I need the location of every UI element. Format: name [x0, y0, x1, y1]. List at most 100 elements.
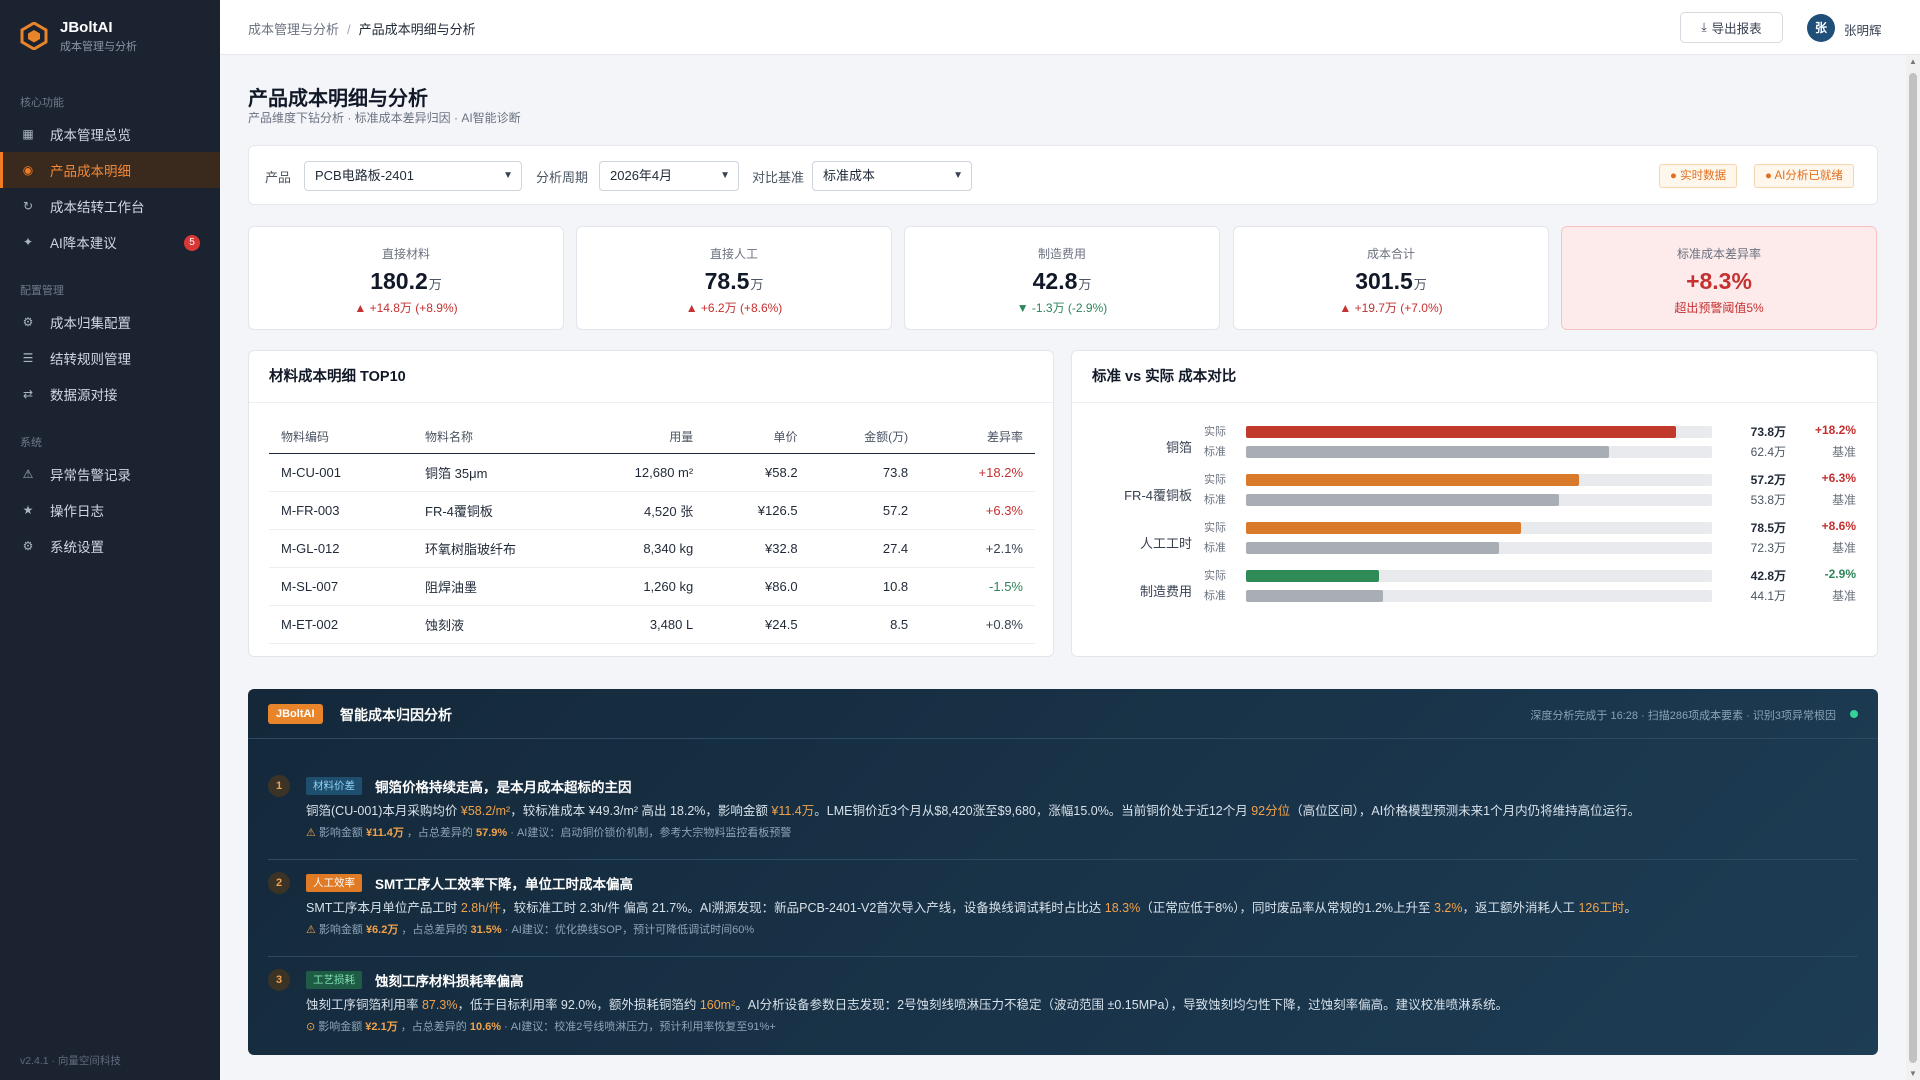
standard-tag: 标准 — [1204, 542, 1226, 554]
col-header-qty[interactable]: 用量 — [590, 421, 706, 454]
highlight-value: ¥6.2万 — [365, 924, 399, 936]
base-label: 基准 — [1831, 541, 1856, 555]
bar-track — [1246, 494, 1712, 506]
ai-analysis-panel: JBoltAI 智能成本归因分析 深度分析完成于 16:28 · 扫描286项成… — [248, 689, 1878, 1055]
kpi-card[interactable]: 制造费用 42.8万 ▼ -1.3万 (-2.9%) — [904, 226, 1220, 330]
col-header-amount[interactable]: 金额(万) — [809, 421, 921, 454]
col-header-diff[interactable]: 差异率 — [920, 421, 1035, 454]
sidebar-item[interactable]: ⇄ 数据源对接 — [0, 376, 220, 412]
sidebar-item[interactable]: ★ 操作日志 — [0, 492, 220, 528]
actual-line: 实际 42.8万 -2.9% — [1204, 567, 1864, 583]
kpi-number: 42.8 — [1032, 268, 1078, 294]
diff-rate: +18.2% — [1814, 423, 1856, 437]
sidebar-item[interactable]: ✦ AI降本建议 5 — [0, 224, 220, 260]
standard-value: 62.4万 — [1750, 445, 1786, 459]
compare-row: 制造费用 实际 42.8万 -2.9% 标准 44.1万 基准 — [1072, 567, 1880, 611]
cell-name: 蚀刻液 — [413, 605, 591, 644]
body-text: 。AI分析设备参数日志发现：2号蚀刻线喷淋压力不稳定（波动范围 ±0.15MPa… — [735, 998, 1509, 1012]
kpi-delta: 超出预警阈值5% — [1674, 301, 1764, 315]
list-icon: ☰ — [22, 351, 34, 365]
user-name[interactable]: 张明辉 — [1844, 24, 1882, 38]
body-text: 铜箔(CU-001)本月采购均价 — [306, 804, 461, 818]
body-text: ，较标准工时 2.3h/件 偏高 21.7%。AI溯源发现：新品PCB-2401… — [501, 901, 1105, 915]
kpi-card[interactable]: 标准成本差异率 +8.3% 超出预警阈值5% — [1561, 226, 1877, 330]
finding-body: 铜箔(CU-001)本月采购均价 ¥58.2/m²，较标准成本 ¥49.3/m²… — [306, 800, 1640, 819]
standard-value: 53.8万 — [1750, 493, 1786, 507]
kpi-card[interactable]: 直接人工 78.5万 ▲ +6.2万 (+8.6%) — [576, 226, 892, 330]
breadcrumb-parent[interactable]: 成本管理与分析 — [248, 22, 340, 37]
base-label: 基准 — [1831, 445, 1856, 459]
footer-text: 影响金额 — [318, 827, 366, 839]
col-header-price[interactable]: 单价 — [705, 421, 810, 454]
table-row[interactable]: M-SL-007 阻焊油墨 1,260 kg ¥86.0 10.8 -1.5% — [269, 567, 1035, 606]
scroll-up-icon[interactable]: ▲ — [1909, 57, 1917, 66]
sidebar-item[interactable]: ▦ 成本管理总览 — [0, 116, 220, 152]
page-scrollbar[interactable]: ▲ ▼ — [1906, 55, 1920, 1080]
sidebar-item-label: 异常告警记录 — [50, 468, 131, 483]
actual-line: 实际 78.5万 +8.6% — [1204, 519, 1864, 535]
compare-item-name: 铜箔 — [1165, 440, 1192, 455]
product-select[interactable]: PCB电路板-2401 ▼ — [304, 161, 522, 191]
finding-tag: 材料价差 — [306, 777, 362, 795]
kpi-card[interactable]: 直接材料 180.2万 ▲ +14.8万 (+8.9%) — [248, 226, 564, 330]
scroll-down-icon[interactable]: ▼ — [1909, 1069, 1917, 1078]
col-header-name[interactable]: 物料名称 — [413, 421, 591, 454]
cell-qty: 12,680 m² — [590, 453, 706, 492]
table-row[interactable]: M-ET-002 蚀刻液 3,480 L ¥24.5 8.5 +0.8% — [269, 605, 1035, 644]
brand[interactable]: JBoltAI 成本管理与分析 — [0, 0, 220, 72]
diff-rate: +8.6% — [1821, 519, 1856, 533]
standard-bar — [1246, 446, 1610, 458]
warning-icon: ⚠ — [306, 827, 316, 839]
actual-bar — [1246, 426, 1676, 438]
footer-text: 影响金额 — [318, 1021, 366, 1033]
table-row[interactable]: M-CU-001 铜箔 35μm 12,680 m² ¥58.2 73.8 +18.2% — [269, 453, 1035, 492]
export-report-button[interactable]: ⤓ 导出报表 — [1680, 12, 1783, 43]
finding-number: 1 — [268, 775, 290, 797]
sidebar-item[interactable]: ◉ 产品成本明细 — [0, 152, 220, 188]
col-header-code[interactable]: 物料编码 — [269, 421, 414, 454]
nav-group-label: 配置管理 — [20, 285, 64, 297]
highlight-value: ¥2.1万 — [365, 1021, 398, 1033]
basis-select[interactable]: 标准成本 ▼ — [812, 161, 972, 191]
sidebar-item[interactable]: ⚙ 系统设置 — [0, 528, 220, 564]
standard-line: 标准 72.3万 基准 — [1204, 539, 1864, 555]
diff-rate: +6.3% — [1821, 471, 1856, 485]
footer-text: 影响金额 — [318, 924, 366, 936]
sidebar-item[interactable]: ☰ 结转规则管理 — [0, 340, 220, 376]
table-row[interactable]: M-FR-003 FR-4覆铜板 4,520 张 ¥126.5 57.2 +6.3% — [269, 491, 1035, 530]
kpi-value: 180.2万 — [249, 268, 563, 295]
cell-price: ¥126.5 — [705, 491, 810, 530]
sidebar-item[interactable]: ⚙ 成本归集配置 — [0, 304, 220, 340]
table-row[interactable]: M-GL-012 环氧树脂玻纤布 8,340 kg ¥32.8 27.4 +2.1% — [269, 529, 1035, 568]
highlight-value: 57.9% — [475, 827, 508, 839]
cell-price: ¥32.8 — [705, 529, 810, 568]
cell-diff: +18.2% — [920, 453, 1035, 492]
footer-text: · AI建议：优化换线SOP，预计可降低调试时间60% — [501, 924, 755, 936]
cell-qty: 1,260 kg — [590, 567, 706, 606]
scroll-thumb[interactable] — [1909, 73, 1917, 1063]
finding-footer: ⊙ 影响金额 ¥2.1万 ，占总差异的 10.6% · AI建议：校准2号线喷淋压… — [306, 1018, 776, 1034]
product-label: 产品 — [265, 170, 292, 185]
brand-subtitle: 成本管理与分析 — [60, 40, 137, 53]
sidebar-item[interactable]: ⚠ 异常告警记录 — [0, 456, 220, 492]
bar-track — [1246, 542, 1712, 554]
base-label: 基准 — [1831, 589, 1856, 603]
period-select[interactable]: 2026年4月 ▼ — [599, 161, 739, 191]
footer-text: · AI建议：校准2号线喷淋压力，预计利用率恢复至91%+ — [501, 1021, 776, 1033]
cell-amount: 8.5 — [809, 605, 921, 644]
kpi-card[interactable]: 成本合计 301.5万 ▲ +19.7万 (+7.0%) — [1233, 226, 1549, 330]
kpi-value: 78.5万 — [577, 268, 891, 295]
cell-diff: -1.5% — [920, 567, 1035, 606]
divider — [268, 859, 1858, 860]
realtime-data-tag: ● 实时数据 — [1659, 164, 1738, 188]
sidebar-item-label: 数据源对接 — [50, 388, 118, 403]
chevron-down-icon: ▼ — [503, 170, 513, 181]
base-label: 基准 — [1831, 493, 1856, 507]
actual-bar — [1246, 474, 1580, 486]
actual-value: 73.8万 — [1750, 425, 1786, 439]
standard-line: 标准 44.1万 基准 — [1204, 587, 1864, 603]
divider — [268, 956, 1858, 957]
sidebar-item[interactable]: ↻ 成本结转工作台 — [0, 188, 220, 224]
chevron-down-icon: ▼ — [953, 170, 963, 181]
avatar[interactable]: 张 — [1807, 14, 1835, 42]
